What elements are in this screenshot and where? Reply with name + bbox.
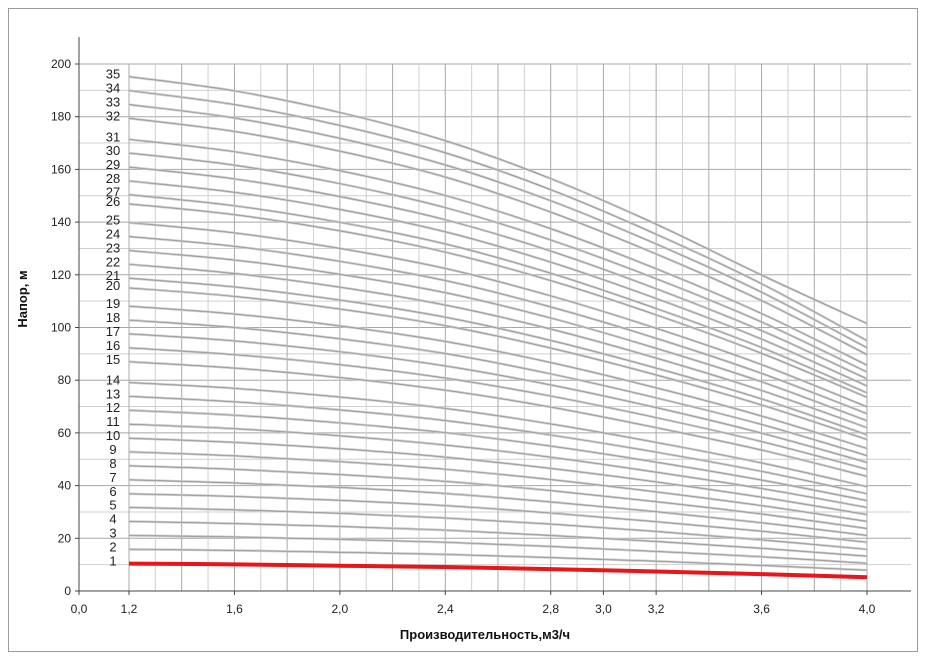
curve-label-21: 21 [106,268,120,283]
curve-core-35 [128,76,868,324]
curve-core-21 [128,277,868,436]
chart-frame: 0 20 40 60 80 100 120 140 160 180 200 0,0 1,2 1,6 2,0 2… [8,8,918,652]
curve-label-35: 35 [106,67,120,82]
y-tick-label: 200 [51,57,71,71]
curve-core-13 [128,395,868,495]
curve-core-7 [128,479,868,536]
x-tick-label: 1,6 [226,602,243,616]
y-tick-label: 80 [58,373,72,387]
y-tick-label: 180 [51,110,71,124]
curve-core-25 [128,222,868,408]
y-tick-label: 40 [58,479,72,493]
curve-label-23: 23 [106,241,120,256]
curve-label-9: 9 [109,442,116,457]
curve-1 [128,561,868,580]
x-tick-label: 2,4 [437,602,454,616]
y-tick-label: 0 [64,584,71,598]
x-tick-label: 0,0 [71,602,88,616]
curve-core-12 [128,409,868,501]
curve-label-5: 5 [109,497,116,512]
curve-label-29: 29 [106,157,120,172]
curve-label-27: 27 [106,185,120,200]
curve-label-25: 25 [106,213,120,228]
curve-label-11: 11 [106,414,120,429]
x-tick-label: 4,0 [859,602,876,616]
curve-label-22: 22 [106,254,120,269]
curve-core-11 [128,423,868,508]
curve-core-31 [128,139,868,366]
curve-label-8: 8 [109,456,116,471]
y-tick-label: 60 [58,426,72,440]
curve-core-32 [128,117,868,355]
x-axis-title: Производительность,м3/ч [400,627,570,642]
curve-core-4 [128,521,868,557]
curve-core-24 [128,236,868,414]
curve-label-10: 10 [106,428,120,443]
curve-label-1: 1 [109,554,116,569]
curve-core-15 [128,361,868,477]
curve-label-7: 7 [109,470,116,485]
curve-core-34 [128,90,868,341]
y-tick-label: 100 [51,321,71,335]
curve-core-10 [128,437,868,515]
curve-core-27 [128,194,868,394]
y-tick-label: 140 [51,215,71,229]
y-tick-label: 160 [51,162,71,176]
curve-core-20 [128,287,868,440]
x-tick-label: 3,2 [648,602,665,616]
curve-core-18 [128,319,868,456]
curve-label-17: 17 [106,324,120,339]
y-tick-label: 120 [51,268,71,282]
curve-label-34: 34 [106,81,120,96]
grid [79,63,911,592]
curve-label-12: 12 [106,400,120,415]
curve-label-4: 4 [109,511,116,526]
curve-label-24: 24 [106,227,120,242]
curve-core-9 [128,451,868,522]
y-axis-title: Напор, м [15,270,30,327]
curve-core-30 [128,152,868,373]
curve-label-31: 31 [106,129,120,144]
curve-label-20: 20 [106,278,120,293]
curve-core-8 [128,465,868,529]
curve-core-28 [128,180,868,387]
curve-label-26: 26 [106,194,120,209]
curve-core-23 [128,250,868,422]
curve-core-6 [128,493,868,543]
curve-core-16 [128,347,868,470]
x-tick-label: 3,0 [595,602,612,616]
curve-labels: 1234567891011121314151617181920212223242… [106,67,120,569]
curve-core-29 [128,166,868,380]
curve-core-19 [128,305,868,449]
curve-core-17 [128,333,868,463]
curve-label-16: 16 [106,338,120,353]
curve-core-22 [128,263,868,428]
curve-core-5 [128,507,868,550]
curve-core-3 [128,535,868,564]
curve-label-32: 32 [106,108,120,123]
y-tick-label: 20 [58,531,72,545]
x-tick-label: 3,6 [753,602,770,616]
x-tick-label: 1,2 [121,602,138,616]
curve-label-2: 2 [109,539,116,554]
curve-core-2 [128,549,868,571]
curve-label-6: 6 [109,484,116,499]
curve-label-18: 18 [106,310,120,325]
curve-label-30: 30 [106,143,120,158]
curve-label-14: 14 [106,373,120,388]
curve-label-28: 28 [106,171,120,186]
x-tick-label: 2,8 [542,602,559,616]
curve-label-33: 33 [106,95,120,110]
curve-label-3: 3 [109,525,116,540]
curve-label-19: 19 [106,296,120,311]
curve-core-14 [128,382,868,487]
x-tick-label: 2,0 [332,602,349,616]
curve-core-33 [128,104,868,349]
curve-core-26 [128,203,868,398]
curves [128,75,868,580]
curve-label-15: 15 [106,352,120,367]
curve-label-13: 13 [106,386,120,401]
